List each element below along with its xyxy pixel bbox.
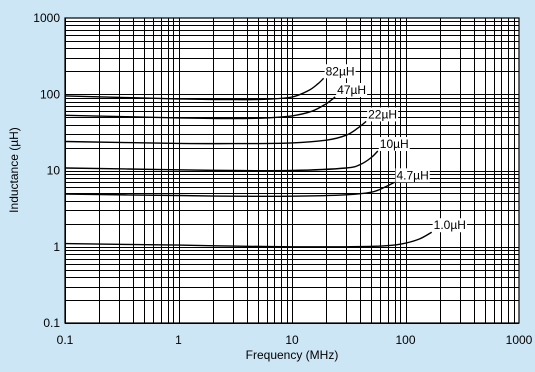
curve-label: 22µH xyxy=(368,107,397,121)
y-tick-label: 100 xyxy=(40,87,60,101)
curve-label: 82µH xyxy=(326,64,355,78)
curve-label-bg xyxy=(378,137,410,152)
x-tick-label: 0.1 xyxy=(57,333,74,347)
curve-label-bg xyxy=(432,218,467,233)
tick-labels: 0.1 1 10 100 1000 0.1 1 10 100 1000 xyxy=(33,11,532,347)
curve-label: 47µH xyxy=(337,83,366,97)
x-tick-label: 100 xyxy=(395,333,415,347)
curve-82µH xyxy=(64,77,325,101)
y-tick-label: 1000 xyxy=(33,11,60,25)
curve-label-bg xyxy=(395,168,430,183)
y-tick-label: 1 xyxy=(53,240,60,254)
y-axis-label: Inductance (µH) xyxy=(7,127,21,213)
curve-4.7µH xyxy=(64,181,395,198)
x-tick-label: 1000 xyxy=(506,333,533,347)
curve-1.0µH xyxy=(64,231,433,248)
curve-label-bg xyxy=(367,107,399,122)
curve-label-bg xyxy=(336,83,368,98)
plot-frame xyxy=(64,17,520,324)
x-tick-label: 10 xyxy=(285,333,299,347)
curve-label: 4.7µH xyxy=(397,168,429,182)
curve-47µH xyxy=(64,96,336,120)
curve-label-bg xyxy=(324,64,356,79)
curve-label: 1.0µH xyxy=(434,218,466,232)
curve-label: 10µH xyxy=(380,137,409,151)
y-tick-label: 10 xyxy=(47,164,61,178)
x-tick-label: 1 xyxy=(175,333,182,347)
x-axis-label: Frequency (MHz) xyxy=(246,348,339,362)
curve-10µH xyxy=(64,150,379,172)
curve-22µH xyxy=(64,120,367,145)
y-tick-label: 0.1 xyxy=(43,316,60,330)
